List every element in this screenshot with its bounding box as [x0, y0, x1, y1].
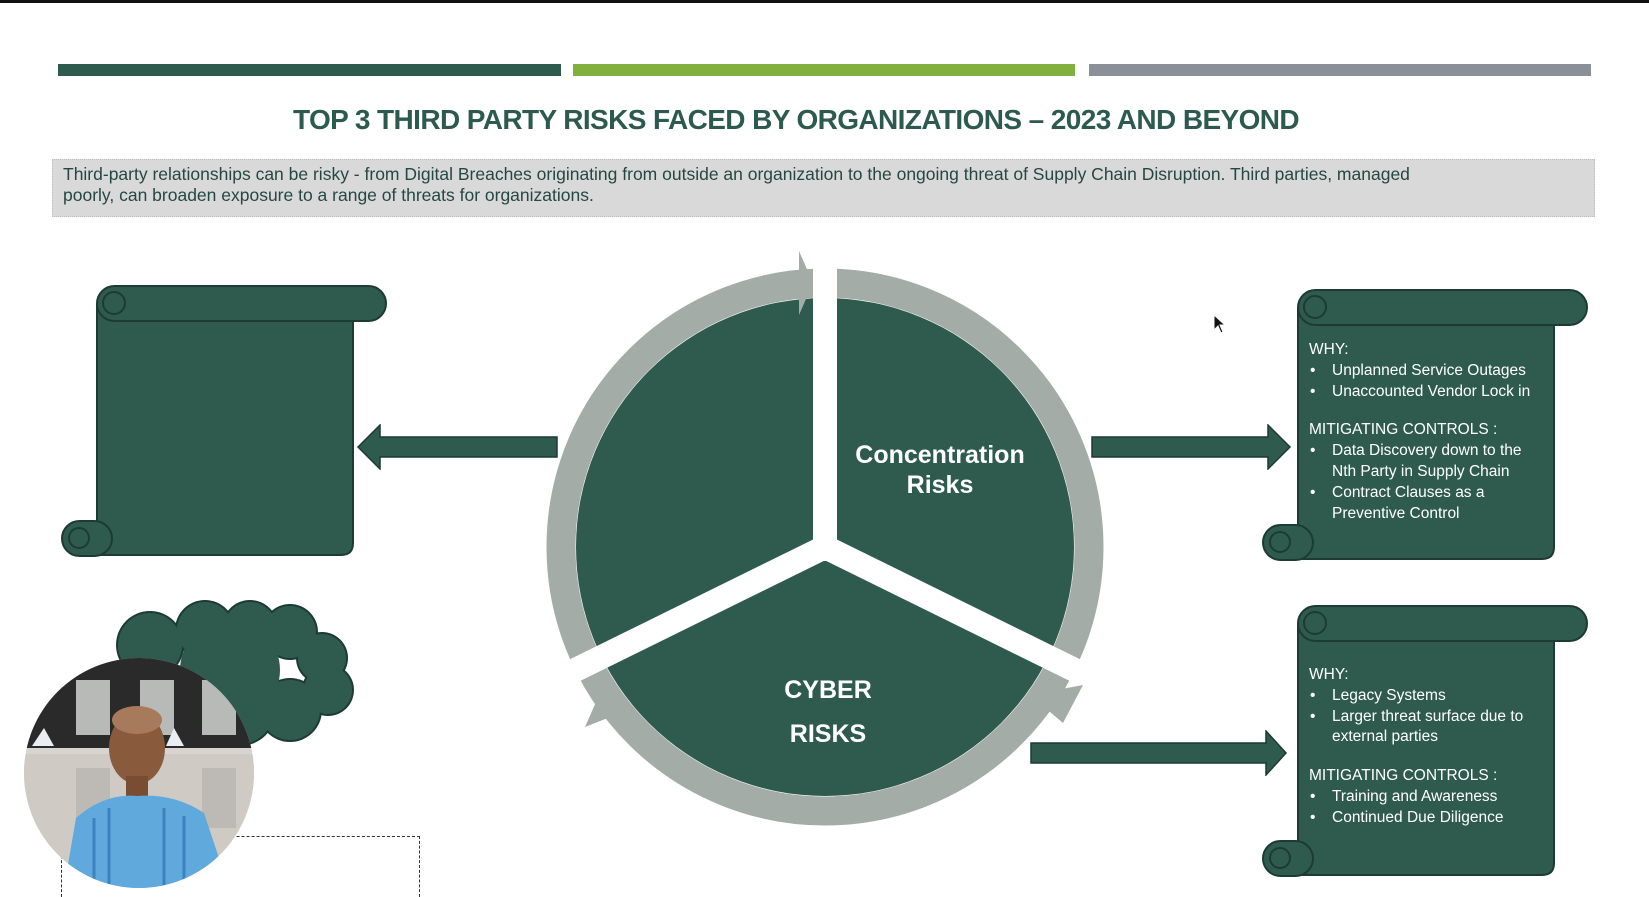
cyber-risk-details: WHY: Legacy Systems Larger threat surfac… [1309, 665, 1559, 829]
control-item: Training and Awareness [1309, 787, 1559, 808]
why-item: Legacy Systems [1309, 686, 1559, 707]
cycle-arrowhead-icon [585, 686, 623, 727]
arrow-right-icon [1030, 730, 1288, 776]
why-item: Unaccounted Vendor Lock in [1309, 382, 1559, 403]
arrow-left-icon [356, 424, 558, 470]
cycle-arrowhead-icon [1030, 685, 1083, 723]
segment-label-line: Concentration [855, 441, 1025, 469]
control-item: Contract Clauses as a Preventive Control [1309, 483, 1502, 525]
concentration-risk-details: WHY: Unplanned Service Outages Unaccount… [1309, 340, 1559, 524]
control-item: Data Discovery down to the Nth Party in … [1309, 441, 1522, 483]
header-bar-gray [1089, 64, 1591, 76]
segment-label-line: RISKS [789, 720, 867, 748]
why-item: Larger threat surface due to external pa… [1309, 707, 1532, 749]
arrow-right-icon [1091, 424, 1292, 470]
description-line-2: poorly, can broaden exposure to a range … [63, 185, 594, 205]
presenter-webcam [24, 658, 254, 888]
header-bar-green [58, 64, 561, 76]
description-line-1: Third-party relationships can be risky -… [63, 164, 1410, 184]
control-item: Continued Due Diligence [1309, 808, 1559, 829]
segment-label-line: Risks [906, 471, 974, 499]
segment-label-concentration: Concentration Risks [830, 440, 1050, 500]
segment-label-line: CYBER [784, 676, 872, 704]
why-heading: WHY: [1309, 341, 1349, 358]
why-heading: WHY: [1309, 666, 1349, 683]
slide-title: TOP 3 THIRD PARTY RISKS FACED BY ORGANIZ… [292, 104, 1300, 135]
risk-cycle-diagram [546, 251, 1104, 826]
segment-label-cyber: CYBER RISKS [738, 668, 918, 756]
scroll-shape-left [61, 285, 387, 557]
presenter-video-frame [24, 658, 254, 888]
why-item: Unplanned Service Outages [1309, 361, 1559, 382]
header-bar-lime [573, 64, 1075, 76]
controls-heading: MITIGATING CONTROLS : [1309, 767, 1498, 785]
segment-divider [819, 536, 1099, 690]
segment-divider [551, 536, 831, 690]
window-top-border [0, 0, 1649, 3]
slide-description: Third-party relationships can be risky -… [52, 159, 1595, 217]
controls-heading: MITIGATING CONTROLS : [1309, 421, 1498, 439]
cycle-arrowhead-icon [799, 251, 813, 315]
mouse-pointer-icon [1213, 314, 1227, 334]
